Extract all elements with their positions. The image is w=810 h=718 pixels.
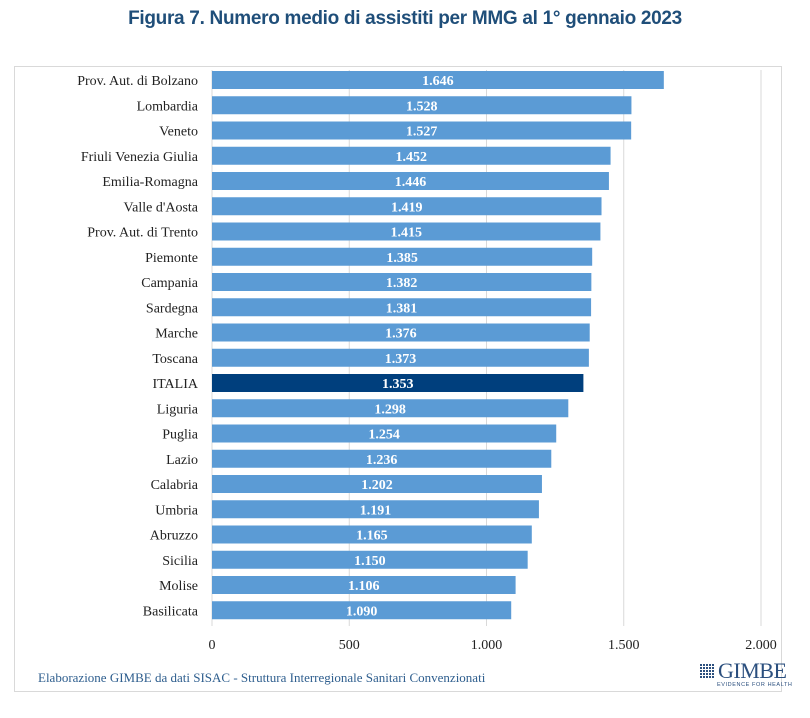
data-label: 1.452 bbox=[396, 150, 428, 165]
category-label: Puglia bbox=[162, 428, 199, 443]
data-label: 1.528 bbox=[406, 99, 438, 114]
data-label: 1.150 bbox=[354, 554, 386, 569]
category-label: Marche bbox=[155, 327, 198, 342]
logo-mark-grid bbox=[700, 664, 715, 678]
data-label: 1.646 bbox=[422, 74, 454, 89]
category-label: Valle d'Aosta bbox=[124, 200, 199, 215]
source-note: Elaborazione GIMBE da dati SISAC - Strut… bbox=[38, 670, 486, 685]
category-label: Piemonte bbox=[145, 251, 198, 266]
chart-title: Figura 7. Numero medio di assistiti per … bbox=[128, 8, 682, 29]
category-label: Prov. Aut. di Trento bbox=[87, 226, 198, 241]
x-tick-label: 2.000 bbox=[745, 638, 777, 653]
bar bbox=[212, 273, 592, 291]
bar bbox=[212, 550, 528, 569]
gimbe-logo: GIMBE EVIDENCE FOR HEALTH bbox=[700, 658, 792, 691]
category-label: Basilicata bbox=[143, 604, 199, 619]
data-label: 1.415 bbox=[390, 226, 422, 241]
bar bbox=[212, 172, 609, 190]
x-tick-label: 0 bbox=[209, 638, 216, 653]
bar bbox=[212, 247, 593, 266]
bar bbox=[212, 96, 632, 115]
data-label: 1.446 bbox=[395, 175, 427, 190]
category-label: Toscana bbox=[152, 352, 198, 367]
category-label: Calabria bbox=[151, 478, 199, 493]
bar bbox=[212, 121, 632, 140]
bar bbox=[212, 525, 532, 544]
data-label: 1.385 bbox=[386, 251, 418, 266]
category-label: Abruzzo bbox=[150, 529, 198, 544]
x-tick-label: 1.000 bbox=[471, 638, 503, 653]
data-label: 1.419 bbox=[391, 200, 423, 215]
logo-tagline: EVIDENCE FOR HEALTH bbox=[717, 682, 793, 688]
category-label: Emilia-Romagna bbox=[102, 175, 198, 190]
data-label: 1.165 bbox=[356, 529, 388, 544]
data-label: 1.353 bbox=[382, 377, 414, 392]
data-label: 1.382 bbox=[386, 276, 418, 291]
data-label: 1.254 bbox=[368, 428, 400, 443]
category-label: Veneto bbox=[159, 125, 198, 140]
category-label: Sicilia bbox=[162, 554, 199, 569]
x-tick-label: 500 bbox=[339, 638, 360, 653]
data-label: 1.106 bbox=[348, 579, 380, 594]
bar bbox=[212, 222, 601, 241]
bar bbox=[212, 374, 584, 392]
category-label: ITALIA bbox=[152, 377, 198, 392]
logo-word: GIMBE bbox=[718, 658, 787, 683]
category-label: Molise bbox=[159, 579, 198, 594]
bar bbox=[212, 71, 664, 89]
data-label: 1.236 bbox=[366, 453, 398, 468]
category-label: Liguria bbox=[157, 402, 199, 417]
data-label: 1.090 bbox=[346, 604, 378, 619]
bar bbox=[212, 424, 557, 443]
data-label: 1.298 bbox=[374, 402, 406, 417]
data-label: 1.191 bbox=[360, 503, 392, 518]
bar bbox=[212, 449, 552, 468]
category-label: Sardegna bbox=[146, 301, 199, 316]
bar bbox=[212, 298, 592, 317]
x-tick-label: 1.500 bbox=[608, 638, 640, 653]
data-label: 1.373 bbox=[385, 352, 417, 367]
bar bbox=[212, 399, 569, 418]
bar bbox=[212, 146, 611, 165]
bar bbox=[212, 475, 542, 493]
category-label: Umbria bbox=[155, 503, 199, 518]
bar bbox=[212, 197, 602, 216]
category-label: Campania bbox=[141, 276, 199, 291]
category-label: Lazio bbox=[166, 453, 198, 468]
bar bbox=[212, 348, 589, 367]
data-label: 1.527 bbox=[406, 125, 438, 140]
category-label: Lombardia bbox=[137, 99, 199, 114]
data-label: 1.381 bbox=[386, 301, 418, 316]
category-label: Prov. Aut. di Bolzano bbox=[77, 74, 198, 89]
bar bbox=[212, 601, 512, 620]
data-label: 1.202 bbox=[361, 478, 393, 493]
bar bbox=[212, 323, 590, 342]
data-label: 1.376 bbox=[385, 327, 417, 342]
bar bbox=[212, 576, 516, 594]
category-label: Friuli Venezia Giulia bbox=[81, 150, 199, 165]
chart-frame bbox=[14, 66, 782, 692]
bar bbox=[212, 500, 539, 519]
